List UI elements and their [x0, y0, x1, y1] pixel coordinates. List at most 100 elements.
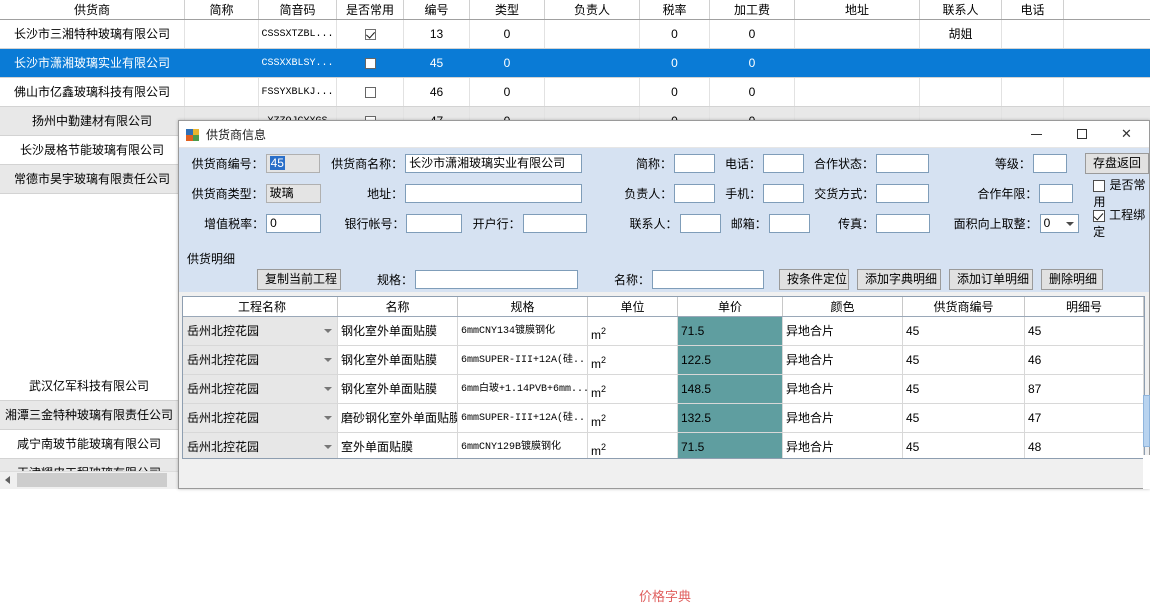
cell-price[interactable]: 71.5 — [678, 317, 783, 345]
cell-color: 异地合片 — [783, 404, 903, 432]
delivery-field[interactable] — [876, 183, 930, 203]
cell-project[interactable]: 岳州北控花园 — [183, 404, 338, 432]
list-item[interactable]: 咸宁南玻节能玻璃有限公司 — [0, 430, 178, 459]
owner-field[interactable] — [674, 183, 716, 203]
vat-field[interactable]: 0 — [266, 213, 322, 233]
chevron-down-icon[interactable] — [324, 416, 332, 420]
dialog-titlebar[interactable]: 供货商信息 ✕ — [179, 121, 1149, 148]
delete-detail-button[interactable]: 删除明细 — [1041, 268, 1104, 290]
project-bind-checkbox[interactable]: 工程绑定 — [1093, 206, 1149, 240]
column-header-type[interactable]: 类型 — [470, 0, 545, 19]
scrollbar-thumb[interactable] — [17, 473, 167, 487]
detail-column-unit[interactable]: 单位 — [588, 297, 678, 316]
contact-field[interactable] — [679, 213, 721, 233]
detail-row[interactable]: 岳州北控花园 磨砂钢化室外单面贴膜 6mmSUPER-III+12A(硅... m2 1… — [183, 404, 1144, 433]
email-label: 邮箱： — [730, 216, 767, 231]
locate-by-condition-button[interactable]: 按条件定位 — [779, 268, 850, 290]
spec-filter-input[interactable] — [415, 269, 579, 289]
cell-price[interactable]: 132.5 — [678, 404, 783, 432]
close-button[interactable]: ✕ — [1104, 121, 1149, 147]
owner-label: 负责人： — [624, 186, 673, 201]
table-row[interactable]: 佛山市亿鑫玻璃科技有限公司 FSSYXBLKJ... 46 0 0 0 — [0, 78, 1150, 107]
scroll-left-arrow-icon[interactable] — [5, 476, 10, 484]
common-checkbox-icon[interactable] — [364, 29, 376, 41]
common-checkbox-icon[interactable] — [364, 87, 376, 99]
cell-project[interactable]: 岳州北控花园 — [183, 433, 338, 458]
abbr-field[interactable] — [674, 153, 716, 173]
column-header-no[interactable]: 编号 — [404, 0, 470, 19]
column-header-phone[interactable]: 电话 — [1002, 0, 1064, 19]
detail-grid[interactable]: 工程名称 名称 规格 单位 单价 颜色 供货商编号 明细号 岳州北控花园 钢化室外… — [182, 296, 1145, 459]
cell-project[interactable]: 岳州北控花园 — [183, 375, 338, 403]
detail-row[interactable]: 岳州北控花园 室外单面贴膜 6mmCNY129B镀膜钢化 m2 71.5 异地合片 45 48 — [183, 433, 1144, 458]
cell-common[interactable] — [337, 20, 404, 48]
cell-supplier-no: 45 — [903, 404, 1025, 432]
column-header-address[interactable]: 地址 — [795, 0, 920, 19]
column-header-supplier[interactable]: 供货商 — [0, 0, 185, 19]
detail-column-color[interactable]: 颜色 — [783, 297, 903, 316]
coop-status-field[interactable] — [876, 153, 930, 173]
is-common-checkbox[interactable]: 是否常用 — [1093, 176, 1149, 210]
supplier-type-field[interactable]: 玻璃 — [265, 183, 321, 203]
bank-account-field[interactable] — [406, 213, 462, 233]
chevron-down-icon[interactable] — [324, 358, 332, 362]
detail-row[interactable]: 岳州北控花园 钢化室外单面贴膜 6mmCNY134镀膜钢化 m2 71.5 异地合片 45 4… — [183, 317, 1144, 346]
list-item[interactable]: 湘潭三金特种玻璃有限责任公司 — [0, 401, 178, 430]
list-item[interactable]: 武汉亿军科技有限公司 — [0, 372, 178, 401]
minimize-button[interactable] — [1014, 121, 1059, 147]
fax-field[interactable] — [876, 213, 930, 233]
table-row[interactable]: 长沙市潇湘玻璃实业有限公司 CSSXXBLSY... 45 0 0 0 — [0, 49, 1150, 78]
table-row[interactable]: 长沙市三湘特种玻璃有限公司 CSSSXTZBL... 13 0 0 0 胡姐 — [0, 20, 1150, 49]
supplier-name-field[interactable]: 长沙市潇湘玻璃实业有限公司 — [405, 153, 583, 173]
cell-supplier-no: 45 — [903, 433, 1025, 458]
bank-branch-field[interactable] — [522, 213, 588, 233]
column-header-tax[interactable]: 税率 — [640, 0, 710, 19]
supplier-no-field[interactable]: 45 — [265, 153, 321, 173]
column-header-common[interactable]: 是否常用 — [337, 0, 404, 19]
save-return-button[interactable]: 存盘返回 — [1084, 152, 1149, 174]
area-round-dropdown[interactable]: 0 — [1039, 213, 1080, 233]
detail-row[interactable]: 岳州北控花园 钢化室外单面贴膜 6mmSUPER-III+12A(硅... m2 122… — [183, 346, 1144, 375]
supplier-left-list-panel[interactable]: 武汉亿军科技有限公司湘潭三金特种玻璃有限责任公司咸宁南玻节能玻璃有限公司天津耀皮… — [0, 372, 191, 489]
cell-price[interactable]: 148.5 — [678, 375, 783, 403]
copy-current-project-button[interactable]: 复制当前工程 — [257, 268, 341, 290]
detail-column-supplier-no[interactable]: 供货商编号 — [903, 297, 1025, 316]
cell-project[interactable]: 岳州北控花园 — [183, 317, 338, 345]
name-filter-input[interactable] — [652, 269, 765, 289]
add-order-detail-button[interactable]: 添加订单明细 — [949, 268, 1034, 290]
cell-price[interactable]: 71.5 — [678, 433, 783, 458]
maximize-button[interactable] — [1059, 121, 1104, 147]
grade-field[interactable] — [1032, 153, 1067, 173]
cell-price[interactable]: 122.5 — [678, 346, 783, 374]
detail-column-spec[interactable]: 规格 — [458, 297, 588, 316]
cell-project[interactable]: 岳州北控花园 — [183, 346, 338, 374]
cell-abbr — [185, 78, 259, 106]
add-dictionary-detail-button[interactable]: 添加字典明细 — [857, 268, 942, 290]
column-header-contact[interactable]: 联系人 — [920, 0, 1002, 19]
vat-label: 增值税率： — [204, 216, 265, 231]
detail-column-name[interactable]: 名称 — [338, 297, 458, 316]
common-checkbox-icon[interactable] — [364, 58, 376, 70]
column-header-fee[interactable]: 加工费 — [710, 0, 795, 19]
mobile-field[interactable] — [763, 183, 805, 203]
left-list-horizontal-scrollbar[interactable] — [0, 471, 178, 489]
checkbox-checked-icon — [1093, 209, 1106, 222]
chevron-down-icon[interactable] — [324, 445, 332, 449]
email-field[interactable] — [768, 213, 810, 233]
supplier-left-list[interactable]: 武汉亿军科技有限公司湘潭三金特种玻璃有限责任公司咸宁南玻节能玻璃有限公司天津耀皮… — [0, 372, 178, 489]
detail-row[interactable]: 岳州北控花园 钢化室外单面贴膜 6mm白玻+1.14PVB+6mm... m2 148.… — [183, 375, 1144, 404]
detail-column-detail-no[interactable]: 明细号 — [1025, 297, 1144, 316]
column-header-abbr[interactable]: 简称 — [185, 0, 259, 19]
column-header-owner[interactable]: 负责人 — [545, 0, 640, 19]
detail-column-project[interactable]: 工程名称 — [183, 297, 338, 316]
outer-vertical-scrollbar-thumb[interactable] — [1143, 395, 1150, 447]
chevron-down-icon[interactable] — [324, 329, 332, 333]
cell-common[interactable] — [337, 78, 404, 106]
address-field[interactable] — [405, 183, 583, 203]
column-header-code[interactable]: 简音码 — [259, 0, 337, 19]
cell-common[interactable] — [337, 49, 404, 77]
chevron-down-icon[interactable] — [324, 387, 332, 391]
coop-years-field[interactable] — [1039, 183, 1074, 203]
phone-field[interactable] — [763, 153, 804, 173]
detail-column-price[interactable]: 单价 — [678, 297, 783, 316]
